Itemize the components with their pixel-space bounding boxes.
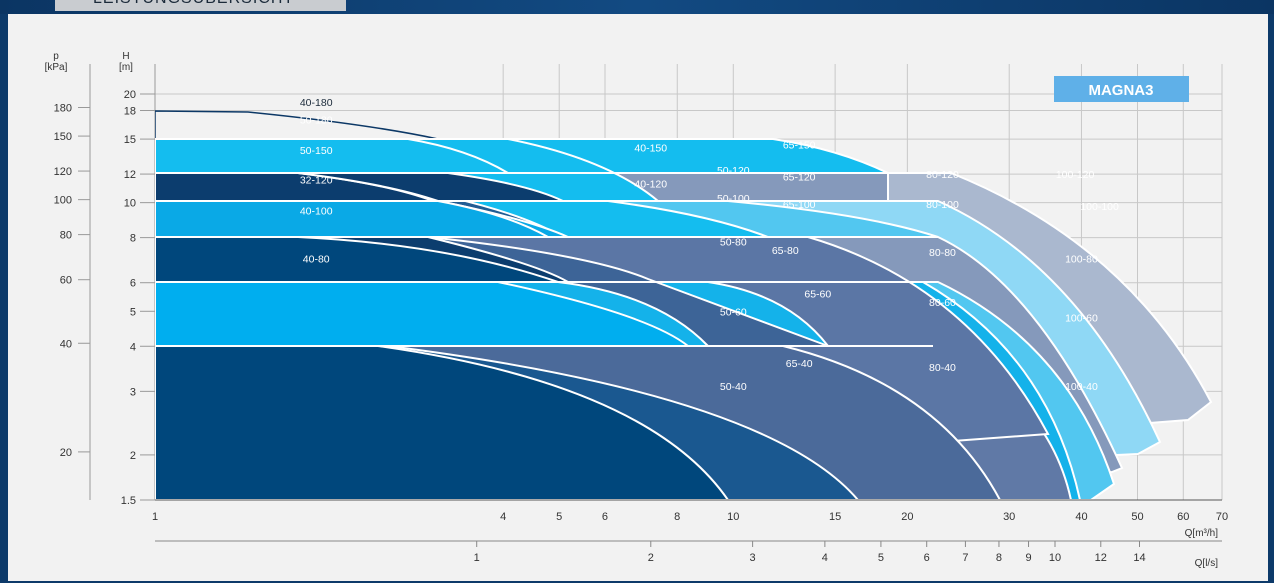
series-label-50-60: 50-60 <box>720 306 747 318</box>
x-tick-label: 20 <box>901 511 913 523</box>
band-separators <box>155 138 948 347</box>
x-tick-label: 30 <box>1003 511 1015 523</box>
series-label-65-40: 65-40 <box>786 358 813 370</box>
series-label-50-150: 50-150 <box>300 145 333 157</box>
x-tick-label: 10 <box>727 511 739 523</box>
brand-label: MAGNA3 <box>1088 82 1153 99</box>
x-tick-label: 1 <box>152 511 158 523</box>
series-label-100-100: 100-100 <box>1080 201 1119 213</box>
series-label-100-120: 100-120 <box>1056 169 1095 181</box>
y-tick-label: 10 <box>124 198 136 210</box>
y-tick-label: 6 <box>130 278 136 290</box>
area-40-80[interactable] <box>155 236 559 283</box>
x-tick-labels: 1 4 5 6 8 10 15 20 30 40 50 60 70 <box>152 511 1228 523</box>
series-labels: 100-120 100-100 100-80 100-60 100-40 80-120 80… <box>300 97 1119 393</box>
series-label-80-60: 80-60 <box>929 297 956 309</box>
ls-tick-label: 6 <box>924 552 930 564</box>
y-tick-label: 5 <box>130 306 136 318</box>
y-tick-labels: 1.5 2 3 4 5 6 8 10 12 15 18 20 <box>121 89 155 507</box>
pressure-tick-label: 20 <box>60 447 72 459</box>
ls-tick-label: 4 <box>822 552 828 564</box>
y-tick-label: 3 <box>130 386 136 398</box>
y-tick-label: 20 <box>124 89 136 101</box>
section-tab-title: LEISTUNGSÜBERSICHT <box>93 0 294 8</box>
y-tick-label: 8 <box>130 233 136 245</box>
x-tick-label: 60 <box>1177 511 1189 523</box>
ls-tick-label: 9 <box>1025 552 1031 564</box>
series-label-50-80: 50-80 <box>720 237 747 249</box>
pressure-tick-label: 60 <box>60 275 72 287</box>
pressure-tick-label: 40 <box>60 338 72 350</box>
ls-tick-label: 8 <box>996 552 1002 564</box>
ls-tick-label: 10 <box>1049 552 1061 564</box>
series-label-40-120: 40-120 <box>634 178 667 190</box>
series-label-32-120: 32-120 <box>300 174 333 186</box>
y-tick-label: 4 <box>130 341 136 353</box>
ls-tick-label: 12 <box>1095 552 1107 564</box>
pressure-tick-label: 150 <box>54 131 72 143</box>
x-tick-label: 6 <box>602 511 608 523</box>
series-label-50-40: 50-40 <box>720 381 747 393</box>
series-label-65-60: 65-60 <box>804 289 831 301</box>
y-tick-label: 12 <box>124 169 136 181</box>
pressure-tick-label: 180 <box>54 103 72 115</box>
series-label-80-100: 80-100 <box>926 199 959 211</box>
ls-tick-label: 5 <box>878 552 884 564</box>
y-axis-pressure-unit: [kPa] <box>45 62 68 73</box>
series-label-80-80: 80-80 <box>929 247 956 259</box>
y-tick-label: 1.5 <box>121 495 136 507</box>
pump-curve-areas <box>155 110 1213 500</box>
series-label-50-100: 50-100 <box>717 193 750 205</box>
series-label-40-150: 40-150 <box>634 143 667 155</box>
x-tick-label: 8 <box>674 511 680 523</box>
pressure-tick-label: 100 <box>54 195 72 207</box>
y-tick-label: 2 <box>130 450 136 462</box>
series-label-80-40: 80-40 <box>929 362 956 374</box>
series-label-100-60: 100-60 <box>1065 313 1098 325</box>
series-label-65-100: 65-100 <box>783 199 816 211</box>
ls-tick-label: 14 <box>1133 552 1145 564</box>
x-axis-secondary-label: Q[l/s] <box>1195 558 1219 569</box>
pressure-tick-label: 120 <box>54 166 72 178</box>
series-label-50-180: 50-180 <box>300 114 333 126</box>
series-label-80-120: 80-120 <box>926 169 959 181</box>
brand-badge: MAGNA3 <box>1054 76 1189 102</box>
x-tick-label: 4 <box>500 511 506 523</box>
x-tick-label: 5 <box>556 511 562 523</box>
area-40-180[interactable] <box>155 110 439 140</box>
area-50-40[interactable] <box>155 345 730 500</box>
x-tick-label: 70 <box>1216 511 1228 523</box>
series-label-65-120: 65-120 <box>783 172 816 184</box>
y-axis-head-label: H <box>122 51 129 62</box>
ls-tick-label: 2 <box>648 552 654 564</box>
x-axis-primary-label: Q[m³/h] <box>1185 528 1219 539</box>
series-label-40-100: 40-100 <box>300 206 333 218</box>
ls-tick-label: 3 <box>750 552 756 564</box>
series-label-65-150: 65-150 <box>783 139 816 151</box>
series-label-65-80: 65-80 <box>772 245 799 257</box>
ls-tick-labels: 1 2 3 4 5 6 7 8 9 10 12 14 <box>474 541 1146 564</box>
section-tab[interactable]: LEISTUNGSÜBERSICHT <box>55 0 346 11</box>
pressure-tick-label: 80 <box>60 230 72 242</box>
y-axis-head-unit: [m] <box>119 62 133 73</box>
chart-axes <box>155 499 1222 542</box>
y-tick-label: 15 <box>124 134 136 146</box>
y-tick-label: 18 <box>124 106 136 118</box>
series-label-100-80: 100-80 <box>1065 254 1098 266</box>
series-label-50-120: 50-120 <box>717 165 750 177</box>
series-label-100-40: 100-40 <box>1065 381 1098 393</box>
x-tick-label: 40 <box>1075 511 1087 523</box>
chart-panel: 1.5 2 3 4 5 6 8 10 12 15 18 20 20 40 60 80 100 120 150 180… <box>8 14 1268 581</box>
x-tick-label: 15 <box>829 511 841 523</box>
series-label-40-180: 40-180 <box>300 97 333 109</box>
ls-tick-label: 1 <box>474 552 480 564</box>
x-tick-label: 50 <box>1131 511 1143 523</box>
area-50-60[interactable] <box>155 281 691 347</box>
series-label-40-80: 40-80 <box>303 254 330 266</box>
y-axis-pressure-label: p <box>53 51 59 62</box>
pressure-tick-labels: 20 40 60 80 100 120 150 180 <box>54 103 90 459</box>
ls-tick-label: 7 <box>962 552 968 564</box>
